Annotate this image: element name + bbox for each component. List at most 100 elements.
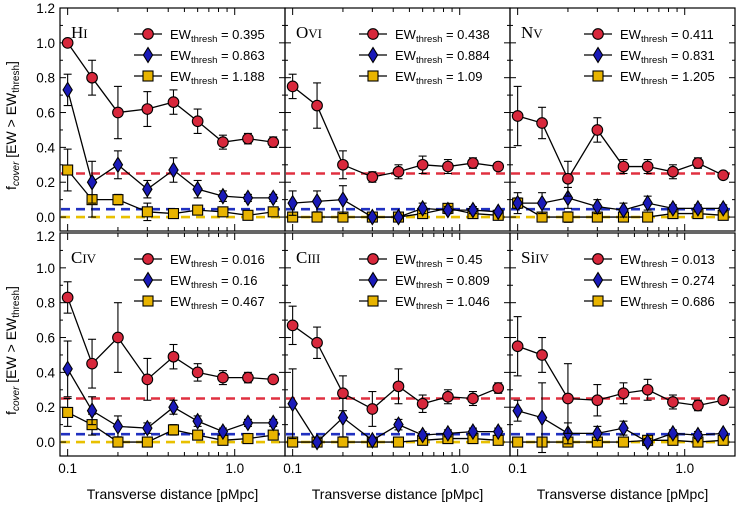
data-point-diamond xyxy=(168,161,179,179)
legend-marker-circle xyxy=(592,28,604,40)
legend-marker-square xyxy=(367,70,379,82)
data-point-circle xyxy=(242,371,254,384)
data-point-diamond xyxy=(311,433,323,451)
data-point-square xyxy=(62,406,74,418)
data-point-diamond xyxy=(536,409,548,427)
data-point-diamond xyxy=(62,360,73,378)
x-axis-label: Transverse distance [pMpc] xyxy=(312,486,483,502)
ion-label: CIII xyxy=(296,248,320,267)
x-tick-label: 0.1 xyxy=(58,461,77,476)
y-tick-label: 0.2 xyxy=(36,175,55,190)
data-point-circle xyxy=(416,397,429,410)
data-point-diamond xyxy=(287,395,298,413)
y-tick-label: 0.8 xyxy=(36,71,55,86)
data-point-square xyxy=(217,206,229,218)
y-tick-label: 0.4 xyxy=(36,365,55,380)
x-tick-label: 0.1 xyxy=(283,461,302,476)
legend-marker-square xyxy=(592,295,604,307)
data-point-circle xyxy=(562,392,574,405)
legend-entry: EWthresh = 0.884 xyxy=(395,48,490,66)
y-tick-label: 0.6 xyxy=(36,106,55,121)
data-point-diamond xyxy=(242,414,254,432)
data-point-circle xyxy=(141,373,154,386)
data-point-circle xyxy=(366,403,379,415)
panel-ciii: CIII EWthresh = 0.45 EWthresh = 0.809 EWthr… xyxy=(283,232,511,502)
data-point-diamond xyxy=(417,426,428,444)
data-point-diamond xyxy=(337,191,349,209)
legend-marker-diamond xyxy=(592,46,604,64)
data-point-square xyxy=(62,164,74,176)
data-point-square xyxy=(112,436,124,448)
data-point-diamond xyxy=(217,423,229,441)
data-point-circle xyxy=(617,160,630,173)
legend-marker-square xyxy=(592,70,604,82)
data-point-circle xyxy=(191,366,204,379)
data-point-circle xyxy=(692,157,704,169)
data-point-square xyxy=(562,211,574,223)
panel-hi: HI EWthresh = 0.395 EWthresh = 0.863 EWthre… xyxy=(59,7,286,232)
data-point-circle xyxy=(536,349,548,361)
legend-entry: EWthresh = 0.831 xyxy=(620,48,715,66)
data-point-square xyxy=(267,429,279,441)
legend-entry: EWthresh = 0.411 xyxy=(620,27,714,45)
data-point-square xyxy=(192,429,204,441)
data-point-circle xyxy=(217,371,229,384)
data-point-diamond xyxy=(618,419,629,437)
legend-marker-diamond xyxy=(142,46,154,64)
data-point-diamond xyxy=(717,424,729,442)
data-point-circle xyxy=(217,136,229,148)
legend-marker-circle xyxy=(142,28,154,40)
data-point-circle xyxy=(167,96,180,108)
data-point-circle xyxy=(467,392,479,405)
data-point-diamond xyxy=(112,156,124,174)
data-point-square xyxy=(617,436,630,448)
data-point-circle xyxy=(366,171,379,183)
legend-entry: EWthresh = 0.395 xyxy=(170,27,265,45)
data-point-diamond xyxy=(192,412,203,430)
legend-entry: EWthresh = 0.16 xyxy=(170,273,257,291)
data-point-square xyxy=(167,208,180,220)
data-point-circle xyxy=(61,291,74,304)
data-point-circle xyxy=(667,165,679,178)
data-point-circle xyxy=(591,124,604,136)
data-point-circle xyxy=(267,136,280,148)
data-point-circle xyxy=(141,103,154,115)
data-point-diamond xyxy=(367,431,378,449)
data-point-diamond xyxy=(512,194,523,212)
legend-entry: EWthresh = 0.274 xyxy=(620,273,715,291)
data-point-circle xyxy=(416,158,429,171)
data-point-diamond xyxy=(62,81,73,99)
y-tick-label: 0.2 xyxy=(36,400,55,415)
data-point-diamond xyxy=(692,199,704,217)
panel-siiv: SiIV EWthresh = 0.013 EWthresh = 0.274 EWth… xyxy=(508,232,736,502)
data-point-diamond xyxy=(168,398,179,416)
legend-entry: EWthresh = 1.046 xyxy=(395,294,490,312)
legend-entry: EWthresh = 0.438 xyxy=(395,27,490,45)
data-point-diamond xyxy=(467,201,479,219)
panel-nv: NV EWthresh = 0.411 EWthresh = 0.831 EWthre… xyxy=(509,7,736,232)
legend-entry: EWthresh = 0.809 xyxy=(395,273,490,291)
data-point-circle xyxy=(392,165,405,178)
data-point-square xyxy=(311,211,323,223)
data-point-circle xyxy=(392,380,405,393)
legend-entry: EWthresh = 1.205 xyxy=(620,69,715,87)
legend-marker-square xyxy=(367,295,379,307)
data-point-circle xyxy=(641,383,654,396)
data-point-circle xyxy=(86,357,98,370)
y-tick-label: 0.0 xyxy=(36,210,55,225)
y-axis-label: fcover [EW > EWthresh] xyxy=(3,61,22,190)
panel-frame xyxy=(509,7,736,232)
x-tick-label: 1.0 xyxy=(675,461,694,476)
data-point-diamond xyxy=(442,201,454,219)
panel-ovi: OVI EWthresh = 0.438 EWthresh = 0.884 EWthr… xyxy=(284,7,511,232)
legend-marker-circle xyxy=(142,253,154,265)
data-point-circle xyxy=(511,110,524,122)
data-point-circle xyxy=(641,160,654,173)
data-point-diamond xyxy=(467,423,479,441)
data-point-square xyxy=(337,436,349,448)
data-point-circle xyxy=(286,80,299,93)
data-point-diamond xyxy=(536,194,548,212)
data-point-diamond xyxy=(86,173,98,191)
data-point-circle xyxy=(492,382,505,394)
data-point-square xyxy=(267,206,279,218)
